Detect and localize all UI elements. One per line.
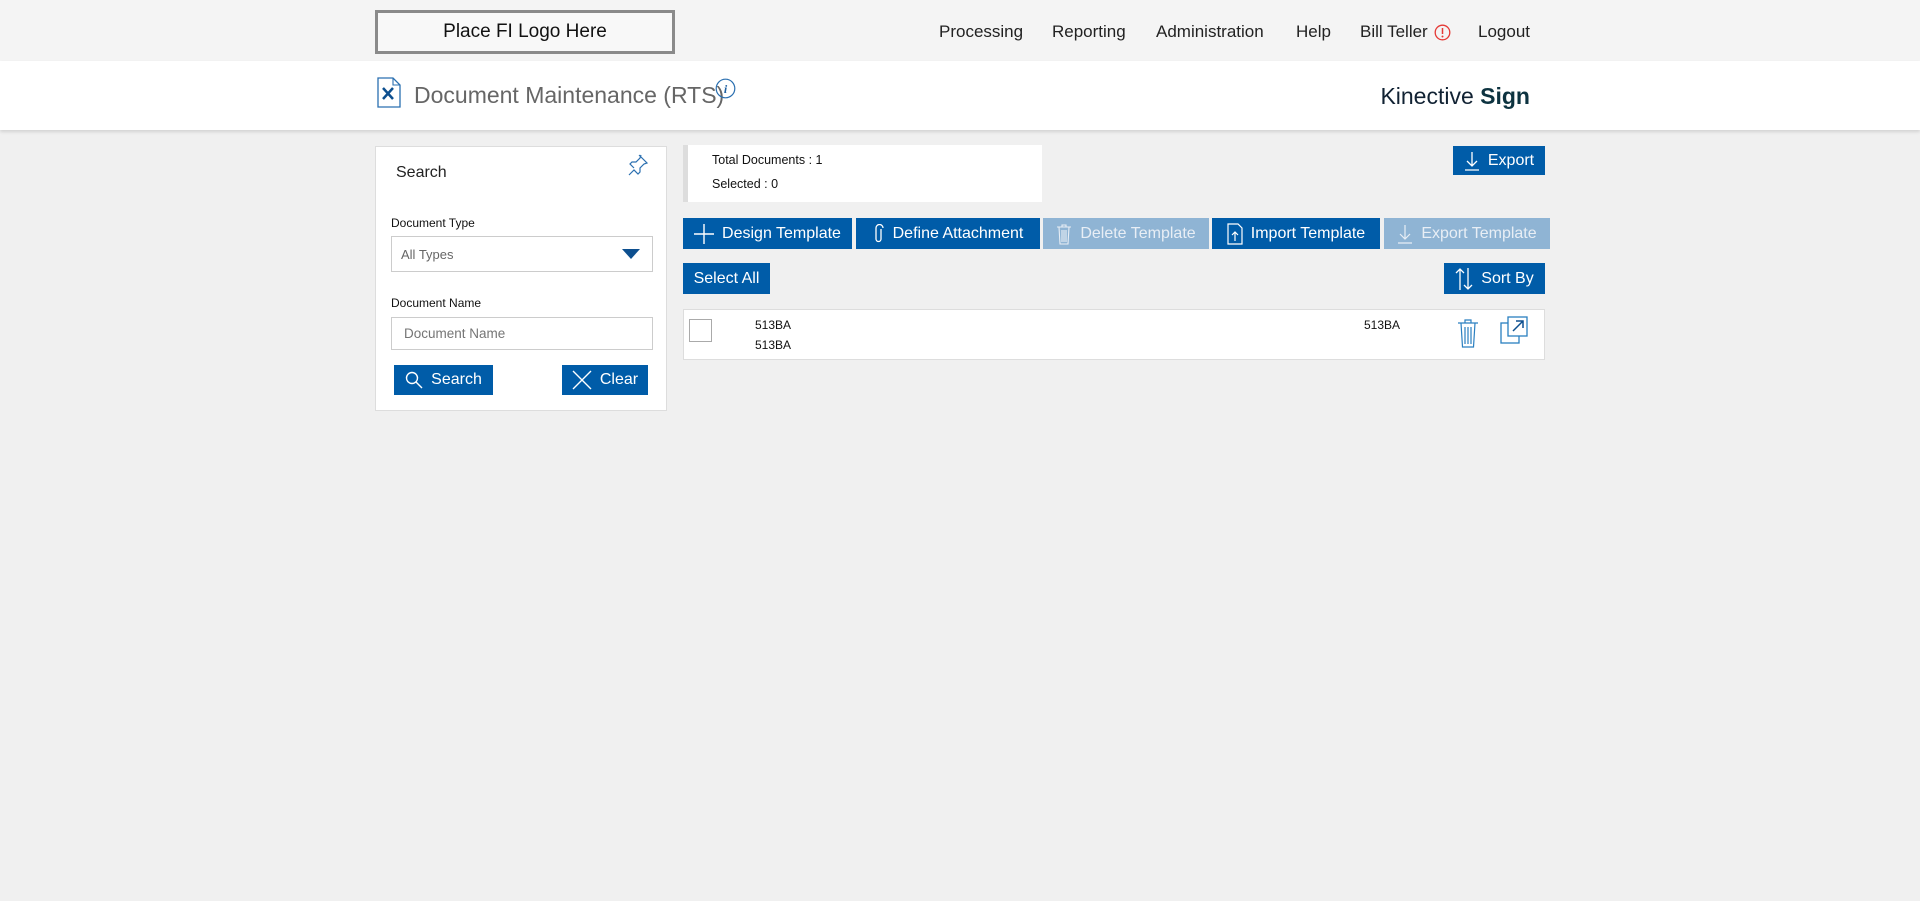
file-upload-icon — [1227, 222, 1243, 245]
info-icon[interactable]: i — [715, 78, 736, 99]
download-icon — [1398, 224, 1413, 244]
document-type-label: Document Type — [391, 216, 475, 230]
download-icon — [1464, 151, 1479, 171]
page-header — [0, 61, 1920, 130]
clear-button[interactable]: Clear — [562, 365, 648, 395]
sort-icon — [1455, 267, 1473, 290]
top-bar — [0, 0, 1920, 61]
pin-icon[interactable] — [625, 153, 649, 177]
nav-user[interactable]: Bill Teller — [1360, 22, 1451, 42]
document-tools-icon — [377, 77, 401, 108]
total-documents: Total Documents : 1 — [712, 153, 823, 167]
open-external-icon[interactable] — [1500, 316, 1528, 344]
search-icon — [405, 371, 423, 389]
document-stats — [683, 145, 1042, 202]
close-icon — [572, 370, 592, 390]
nav-administration[interactable]: Administration — [1156, 22, 1264, 41]
document-name-label: Document Name — [391, 296, 482, 310]
user-name: Bill Teller — [1360, 22, 1428, 41]
chevron-down-icon — [622, 249, 640, 259]
sort-by-button[interactable]: Sort By — [1444, 263, 1545, 294]
nav-help[interactable]: Help — [1296, 22, 1331, 41]
nav-processing[interactable]: Processing — [939, 22, 1024, 41]
delete-template-button[interactable]: Delete Template — [1043, 218, 1209, 249]
nav-reporting[interactable]: Reporting — [1052, 22, 1126, 41]
trash-icon — [1057, 223, 1072, 245]
search-heading: Search — [396, 164, 447, 181]
row-checkbox[interactable] — [689, 319, 712, 342]
page-title: Document Maintenance (RTS) — [414, 82, 725, 108]
document-name: 513BA — [755, 318, 792, 332]
document-type-value: All Types — [401, 246, 454, 262]
nav-logout[interactable]: Logout — [1478, 22, 1530, 41]
document-subtitle: 513BA — [755, 338, 792, 352]
export-button[interactable]: Export — [1453, 146, 1545, 175]
svg-text:i: i — [724, 82, 728, 96]
logo-text: Place FI Logo Here — [443, 21, 607, 42]
document-type: 513BA — [1364, 318, 1401, 332]
define-attachment-button[interactable]: Define Attachment — [856, 218, 1040, 249]
plus-icon — [694, 223, 715, 244]
select-all-button[interactable]: Select All — [683, 263, 770, 294]
brand-logo: Kinective Sign — [1380, 83, 1530, 109]
selected-count: Selected : 0 — [712, 177, 779, 191]
design-template-button[interactable]: Design Template — [683, 218, 852, 249]
export-template-button[interactable]: Export Template — [1384, 218, 1550, 249]
document-name-input[interactable] — [391, 317, 653, 350]
trash-icon[interactable] — [1456, 318, 1480, 348]
document-type-select[interactable]: All Types — [391, 236, 653, 272]
alert-icon — [1434, 24, 1451, 40]
logo-placeholder: Place FI Logo Here — [375, 10, 675, 54]
search-button[interactable]: Search — [394, 365, 493, 395]
table-row[interactable] — [683, 309, 1545, 360]
paperclip-icon — [874, 223, 884, 242]
import-template-button[interactable]: Import Template — [1212, 218, 1380, 249]
